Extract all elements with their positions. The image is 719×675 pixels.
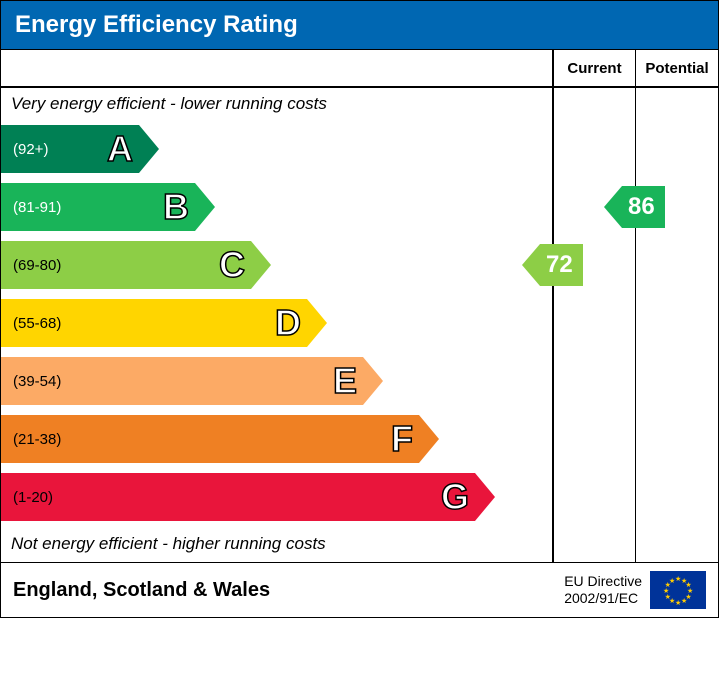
directive-block: EU Directive 2002/91/EC ★★★★★★★★★★★★ [564,571,706,609]
directive-line1: EU Directive [564,573,642,590]
header-blank [1,50,552,88]
bands-list: (92+) A (81-91) B (69-80) C (55-68) D (39-54) E (2… [1,114,552,532]
band-letter: B [163,186,189,228]
eu-flag-icon: ★★★★★★★★★★★★ [650,571,706,609]
current-column: Current 72 [554,50,636,562]
chart-title: Energy Efficiency Rating [15,11,298,38]
potential-rating-arrow: 86 [622,186,665,228]
title-bar: Energy Efficiency Rating [1,1,718,49]
potential-column: Potential 86 [636,50,718,562]
band-range: (1-20) [13,489,53,506]
region-text: England, Scotland & Wales [13,579,270,602]
chart-area: Very energy efficient - lower running co… [1,49,718,563]
band-letter: F [391,418,413,460]
directive-line2: 2002/91/EC [564,590,642,607]
hint-bottom: Not energy efficient - higher running co… [1,532,552,562]
band-a: (92+) A [1,122,552,176]
band-b: (81-91) B [1,180,552,234]
band-range: (92+) [13,141,48,158]
hint-top: Very energy efficient - lower running co… [1,88,552,114]
band-e: (39-54) E [1,354,552,408]
band-g: (1-20) G [1,470,552,524]
band-letter: E [333,360,357,402]
band-range: (55-68) [13,315,61,332]
current-rating-arrow: 72 [540,244,583,286]
bands-column: Very energy efficient - lower running co… [1,50,554,562]
current-header: Current [554,50,635,88]
band-range: (81-91) [13,199,61,216]
epc-chart: Energy Efficiency Rating Very energy eff… [0,0,719,618]
band-range: (21-38) [13,431,61,448]
band-f: (21-38) F [1,412,552,466]
band-range: (69-80) [13,257,61,274]
band-letter: C [219,244,245,286]
band-c: (69-80) C [1,238,552,292]
band-letter: A [107,128,133,170]
potential-header: Potential [636,50,718,88]
band-letter: G [441,476,469,518]
band-range: (39-54) [13,373,61,390]
band-letter: D [275,302,301,344]
directive-text: EU Directive 2002/91/EC [564,573,642,607]
band-d: (55-68) D [1,296,552,350]
footer: England, Scotland & Wales EU Directive 2… [1,563,718,617]
